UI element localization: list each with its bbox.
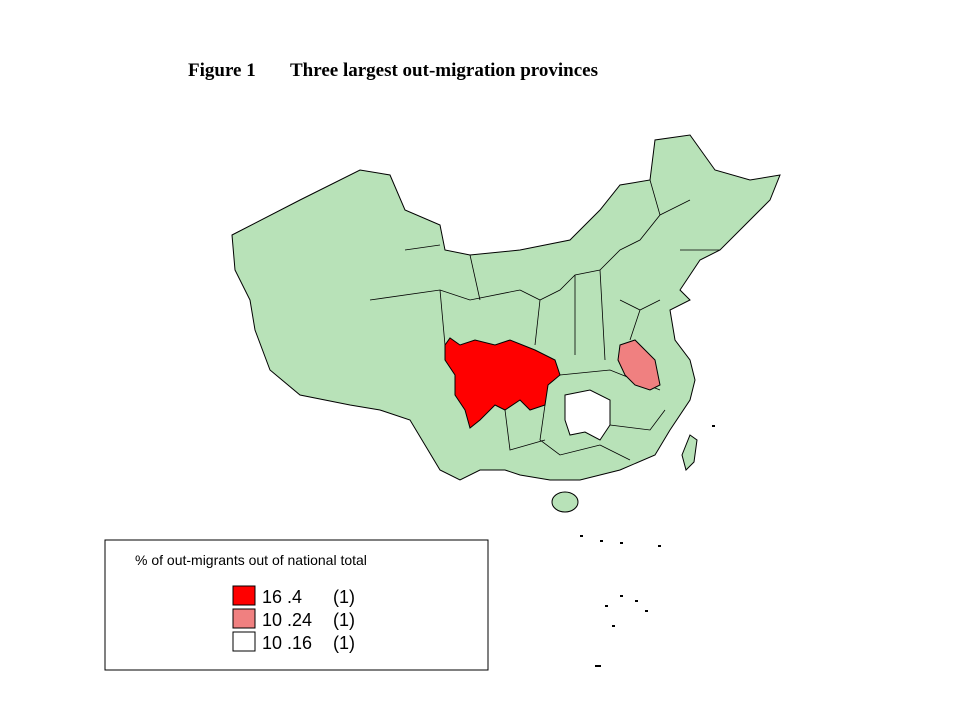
legend-label: 10 .16 — [262, 633, 312, 653]
hunan — [564, 389, 611, 441]
sichuan — [444, 337, 561, 429]
china-outline — [231, 134, 781, 481]
map — [231, 134, 781, 667]
legend-count: (1) — [333, 587, 355, 607]
legend-swatch — [232, 631, 256, 652]
legend-swatch — [232, 608, 256, 629]
taiwan — [681, 434, 698, 471]
legend-title: % of out-migrants out of national total — [135, 552, 367, 568]
figure-title: Three largest out-migration provinces — [290, 60, 598, 81]
legend-count: (1) — [333, 610, 355, 630]
legend-box — [104, 539, 489, 671]
islands — [580, 425, 715, 667]
legend-count: (1) — [333, 633, 355, 653]
legend-label: 16 .4 — [262, 587, 302, 607]
figure-label: Figure 1 — [188, 60, 256, 81]
legend: 16 .4 (1) 10 .24 (1) 10 .16 (1) — [232, 585, 355, 653]
legend-swatch — [232, 585, 256, 606]
legend-label: 10 .24 — [262, 610, 312, 630]
anhui — [617, 339, 661, 391]
province-borders — [369, 179, 720, 461]
hainan — [551, 491, 579, 513]
